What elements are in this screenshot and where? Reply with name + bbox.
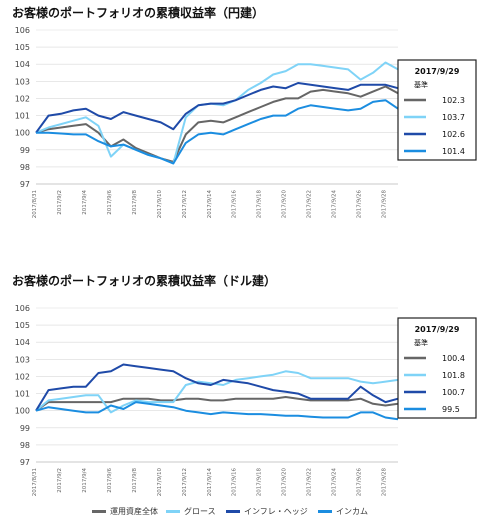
legend-item-inflation-hedge: インフレ・ヘッジ — [226, 504, 308, 518]
yen-xtick-label: 2017/9/2 — [57, 190, 63, 215]
yen-xtick-label: 2017/9/20 — [282, 190, 288, 219]
dollar-series-inflation-hedge-line — [35, 363, 399, 412]
legend-label-total: 運用資産全体 — [110, 506, 158, 516]
series-legend: 運用資産全体 グロース インフレ・ヘッジ インカム — [0, 500, 484, 520]
dollar-value-box-date: 2017/9/29 — [415, 325, 460, 334]
yen-xtick-label: 2017/9/8 — [132, 190, 138, 215]
yen-xtick-label: 2017/9/4 — [82, 190, 88, 215]
yen-ytick-label: 98 — [20, 163, 30, 172]
dollar-value-box-subtitle: 基準 — [414, 338, 428, 347]
legend-swatch-income — [318, 509, 332, 513]
dollar-value-box-value-total: 100.4 — [442, 354, 465, 363]
dollar-ytick-label: 103 — [15, 355, 30, 364]
dollar-xtick-label: 2017/9/18 — [257, 468, 263, 497]
yen-series-growth-line — [35, 61, 399, 165]
legend-item-total: 運用資産全体 — [92, 504, 158, 518]
yen-xtick-label: 2017/9/12 — [182, 190, 188, 218]
yen-series-total-line — [35, 85, 399, 163]
yen-xtick-label: 2017/9/22 — [307, 190, 313, 218]
dollar-xtick-label: 2017/9/24 — [332, 468, 338, 497]
yen-ytick-label: 104 — [15, 60, 30, 69]
dollar-value-box-value-growth: 101.8 — [442, 371, 465, 380]
dollar-xtick-label: 2017/9/28 — [382, 468, 388, 497]
dollar-series-income-line — [35, 401, 399, 421]
yen-xtick-label: 2017/9/18 — [257, 190, 263, 219]
dollar-xtick-label: 2017/9/26 — [357, 468, 363, 497]
yen-xtick-label: 2017/9/28 — [382, 190, 388, 219]
legend-label-income: インカム — [336, 506, 368, 516]
yen-ytick-label: 100 — [15, 129, 30, 138]
yen-ytick-label: 105 — [15, 43, 30, 52]
dollar-xtick-label: 2017/9/8 — [132, 468, 138, 493]
yen-xtick-label: 2017/9/14 — [207, 190, 213, 219]
yen-chart: 97 98 99 100 101 102 103 104 105 106 2017/8/31 2017… — [15, 26, 477, 219]
dollar-chart: 97 98 99 100 101 102 103 104 105 106 2017/8/31 2017… — [15, 304, 477, 497]
dollar-xtick-label: 2017/9/14 — [207, 468, 213, 497]
yen-xtick-label: 2017/8/31 — [32, 190, 38, 218]
dollar-xtick-label: 2017/9/2 — [57, 468, 63, 493]
yen-ytick-label: 106 — [15, 26, 30, 35]
dollar-chart-title: お客様のポートフォリオの累積収益率（ドル建） — [12, 274, 277, 288]
yen-ytick-label: 102 — [15, 94, 30, 103]
yen-ytick-label: 103 — [15, 77, 30, 86]
yen-ytick-label: 101 — [15, 112, 30, 121]
dollar-ytick-label: 98 — [20, 441, 30, 450]
yen-value-box-subtitle: 基準 — [414, 80, 428, 89]
yen-value-box-value-income: 101.4 — [442, 147, 465, 156]
dollar-value-box-value-inflation-hedge: 100.7 — [442, 388, 465, 397]
dollar-ytick-label: 99 — [20, 424, 30, 433]
yen-value-box — [397, 59, 477, 161]
dollar-xtick-label: 2017/9/22 — [307, 468, 313, 496]
dollar-ytick-label: 106 — [15, 304, 30, 313]
dollar-ytick-label: 104 — [15, 338, 30, 347]
yen-chart-title: お客様のポートフォリオの累積収益率（円建） — [12, 6, 265, 20]
dollar-xtick-label: 2017/9/20 — [282, 468, 288, 497]
dollar-xtick-label: 2017/9/10 — [157, 468, 163, 497]
yen-value-box-date: 2017/9/29 — [415, 67, 460, 76]
yen-xtick-label: 2017/9/10 — [157, 190, 163, 219]
legend-item-income: インカム — [318, 504, 368, 518]
yen-xtick-label: 2017/9/26 — [357, 190, 363, 219]
dollar-xtick-label: 2017/9/12 — [182, 468, 188, 496]
yen-ytick-label: 99 — [20, 146, 30, 155]
yen-series-income-line — [36, 99, 399, 165]
legend-label-inflation-hedge: インフレ・ヘッジ — [244, 506, 308, 516]
dollar-series-growth-line — [35, 370, 399, 414]
yen-chart-panel: お客様のポートフォリオの累積収益率（円建） 97 98 99 100 101 102 103… — [0, 0, 484, 240]
yen-xtick-label: 2017/9/24 — [332, 190, 338, 219]
yen-series-inflation-hedge-line — [35, 82, 399, 134]
yen-value-box-value-total: 102.3 — [442, 96, 465, 105]
yen-xtick-label: 2017/9/6 — [107, 190, 113, 215]
dollar-xtick-label: 2017/9/4 — [82, 468, 88, 493]
dollar-xtick-label: 2017/8/31 — [32, 468, 38, 496]
dollar-ytick-label: 102 — [15, 372, 30, 381]
dollar-ytick-label: 101 — [15, 390, 30, 399]
legend-label-growth: グロース — [184, 506, 216, 516]
dollar-value-box — [397, 317, 477, 419]
legend-swatch-total — [92, 509, 106, 513]
yen-value-box-value-inflation-hedge: 102.6 — [442, 130, 465, 139]
legend-item-growth: グロース — [166, 504, 216, 518]
legend-swatch-inflation-hedge — [226, 509, 240, 513]
dollar-xtick-label: 2017/9/16 — [232, 468, 238, 497]
dollar-chart-panel: お客様のポートフォリオの累積収益率（ドル建） 97 98 99 100 101 102 10… — [0, 268, 484, 500]
dollar-ytick-label: 97 — [20, 458, 30, 467]
legend-swatch-growth — [166, 509, 180, 513]
dollar-xtick-label: 2017/9/6 — [107, 468, 113, 493]
dollar-ytick-label: 105 — [15, 321, 30, 330]
yen-xtick-label: 2017/9/16 — [232, 190, 238, 219]
yen-value-box-value-growth: 103.7 — [442, 113, 465, 122]
dollar-series-total-line — [35, 396, 399, 412]
dollar-value-box-value-income: 99.5 — [442, 405, 460, 414]
yen-ytick-label: 97 — [20, 180, 30, 189]
dollar-ytick-label: 100 — [15, 407, 30, 416]
